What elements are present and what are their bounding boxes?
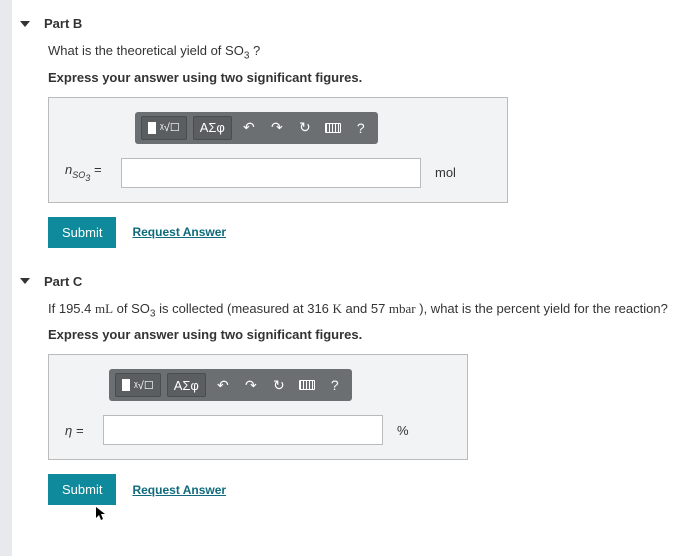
cursor-icon xyxy=(96,507,106,521)
undo-icon[interactable]: ↶ xyxy=(238,117,260,139)
template-button[interactable]: ᵡ√☐ xyxy=(115,373,161,397)
part-c-unit: % xyxy=(397,423,409,438)
part-c-title: Part C xyxy=(44,274,82,289)
submit-button[interactable]: Submit xyxy=(48,217,116,248)
part-c-question: If 195.4 mL of SO3 is collected (measure… xyxy=(48,299,700,322)
request-answer-link[interactable]: Request Answer xyxy=(132,483,226,497)
greek-button[interactable]: ΑΣφ xyxy=(167,373,206,397)
part-c-actions: Submit Request Answer xyxy=(48,474,700,505)
help-icon[interactable]: ? xyxy=(350,117,372,139)
part-b-question: What is the theoretical yield of SO3 ? xyxy=(48,41,700,64)
question-text: What is the theoretical yield of xyxy=(48,43,225,58)
greek-button[interactable]: ΑΣφ xyxy=(193,116,232,140)
part-c-variable: η = xyxy=(65,423,95,438)
submit-button[interactable]: Submit xyxy=(48,474,116,505)
reset-icon[interactable]: ↻ xyxy=(294,117,316,139)
redo-icon[interactable]: ↷ xyxy=(266,117,288,139)
fraction-icon xyxy=(148,122,156,134)
root-icon: ᵡ√☐ xyxy=(160,121,180,134)
root-icon: ᵡ√☐ xyxy=(134,379,154,392)
part-c-input[interactable] xyxy=(103,415,383,445)
question-text: ? xyxy=(249,43,260,58)
part-b-actions: Submit Request Answer xyxy=(48,217,700,248)
part-c-input-row: η = % xyxy=(65,415,451,445)
caret-down-icon xyxy=(20,21,30,27)
part-c-answer-panel: ᵡ√☐ ΑΣφ ↶ ↷ ↻ ? η = % xyxy=(48,354,468,460)
reset-icon[interactable]: ↻ xyxy=(268,374,290,396)
part-b-title: Part B xyxy=(44,16,82,31)
part-b-input[interactable] xyxy=(121,158,421,188)
part-b-input-row: nSO3 = mol xyxy=(65,158,491,188)
part-c-body: If 195.4 mL of SO3 is collected (measure… xyxy=(20,299,700,523)
undo-icon[interactable]: ↶ xyxy=(212,374,234,396)
part-b-variable: nSO3 = xyxy=(65,162,113,182)
redo-icon[interactable]: ↷ xyxy=(240,374,262,396)
page: Part B What is the theoretical yield of … xyxy=(12,0,700,556)
part-c-header[interactable]: Part C xyxy=(20,268,700,299)
part-b-header[interactable]: Part B xyxy=(20,10,700,41)
question-chem: SO3 xyxy=(225,43,249,58)
keyboard-icon[interactable] xyxy=(296,374,318,396)
part-b-instruction: Express your answer using two significan… xyxy=(48,70,700,85)
fraction-icon xyxy=(122,379,130,391)
part-c-instruction: Express your answer using two significan… xyxy=(48,327,700,342)
caret-down-icon xyxy=(20,278,30,284)
template-button[interactable]: ᵡ√☐ xyxy=(141,116,187,140)
request-answer-link[interactable]: Request Answer xyxy=(132,225,226,239)
keyboard-icon[interactable] xyxy=(322,117,344,139)
part-b-answer-panel: ᵡ√☐ ΑΣφ ↶ ↷ ↻ ? nSO3 = mol xyxy=(48,97,508,203)
part-b-body: What is the theoretical yield of SO3 ? E… xyxy=(20,41,700,248)
help-icon[interactable]: ? xyxy=(324,374,346,396)
equation-toolbar: ᵡ√☐ ΑΣφ ↶ ↷ ↻ ? xyxy=(109,369,352,401)
part-b-unit: mol xyxy=(435,165,456,180)
equation-toolbar: ᵡ√☐ ΑΣφ ↶ ↷ ↻ ? xyxy=(135,112,378,144)
